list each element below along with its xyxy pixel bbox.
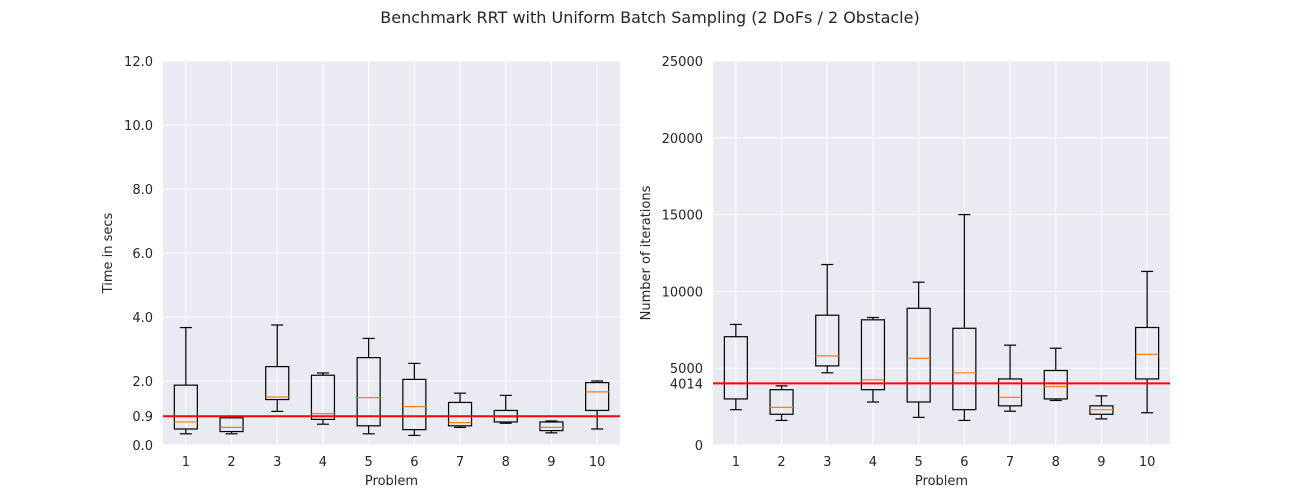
boxplot-problem-5 bbox=[906, 281, 931, 418]
iqr-box bbox=[997, 378, 1023, 407]
y-tick-label: 0 bbox=[695, 439, 703, 454]
boxplot-problem-7 bbox=[997, 344, 1023, 412]
x-tick-label: 4 bbox=[319, 455, 327, 470]
y-tick-label: 15000 bbox=[662, 209, 703, 224]
subplot-1: 0.0 2.0 4.0 6.0 8.0 10.0 12.0 0.9 1 2 3 4 5 6 7 8 9 10 Pro… bbox=[101, 55, 620, 489]
iqr-box bbox=[402, 378, 427, 431]
y-tick-label: 2.0 bbox=[132, 375, 153, 390]
x-tick-label: 8 bbox=[1052, 455, 1060, 470]
iqr-box bbox=[723, 336, 748, 400]
iqr-box bbox=[539, 421, 564, 432]
boxplot-problem-8 bbox=[1043, 347, 1068, 402]
boxplot-problem-6 bbox=[952, 214, 977, 422]
reference-line-label: 4014 bbox=[670, 377, 703, 392]
boxplot-problem-3 bbox=[265, 324, 290, 412]
boxplot-problem-9 bbox=[539, 420, 564, 434]
x-tick-label: 10 bbox=[589, 455, 606, 470]
x-tick-label: 2 bbox=[777, 455, 785, 470]
iqr-box bbox=[906, 307, 931, 403]
boxplot-problem-2 bbox=[769, 385, 794, 422]
y-tick-label: 5000 bbox=[670, 362, 703, 377]
y-tick-label: 6.0 bbox=[132, 247, 153, 262]
boxplot-problem-1 bbox=[173, 326, 198, 435]
boxplot-problem-3 bbox=[815, 263, 840, 374]
x-tick-label: 6 bbox=[960, 455, 968, 470]
iqr-box bbox=[173, 384, 198, 430]
y-tick-label: 12.0 bbox=[124, 55, 153, 70]
x-tick-label: 3 bbox=[273, 455, 281, 470]
iqr-box bbox=[219, 417, 244, 433]
y-tick-label: 10.0 bbox=[124, 119, 153, 134]
iqr-box bbox=[952, 327, 977, 411]
x-tick-label: 2 bbox=[227, 455, 235, 470]
y-tick-label: 20000 bbox=[662, 132, 703, 147]
iqr-box bbox=[310, 374, 336, 420]
y-axis-label: Number of iterations bbox=[639, 185, 654, 320]
x-tick-label: 9 bbox=[547, 455, 555, 470]
iqr-box bbox=[769, 389, 794, 415]
boxplot-problem-4 bbox=[860, 316, 886, 403]
reference-line-label: 0.9 bbox=[132, 410, 153, 425]
x-tick-label: 9 bbox=[1097, 455, 1105, 470]
y-tick-label: 10000 bbox=[662, 285, 703, 300]
x-tick-label: 6 bbox=[410, 455, 418, 470]
x-tick-label: 7 bbox=[456, 455, 464, 470]
boxplot-problem-10 bbox=[1135, 270, 1160, 414]
iqr-box bbox=[265, 366, 290, 401]
subplot-2: 0 5000 10000 15000 20000 25000 4014 1 2 3 4 5 6 7 8 9 10… bbox=[639, 55, 1170, 489]
plot-area bbox=[713, 61, 1170, 445]
y-axis-label: Time in secs bbox=[101, 212, 116, 294]
boxplot-problem-6 bbox=[402, 362, 427, 436]
x-tick-label: 1 bbox=[182, 455, 190, 470]
x-tick-label: 7 bbox=[1006, 455, 1014, 470]
boxplot-problem-4 bbox=[310, 372, 336, 425]
y-tick-label: 25000 bbox=[662, 55, 703, 70]
boxplot-problem-9 bbox=[1089, 395, 1114, 420]
iqr-box bbox=[356, 357, 381, 427]
x-tick-label: 5 bbox=[365, 455, 373, 470]
iqr-box bbox=[815, 314, 840, 367]
x-tick-label: 3 bbox=[823, 455, 831, 470]
figure-title: Benchmark RRT with Uniform Batch Samplin… bbox=[380, 8, 920, 27]
x-axis-label: Problem bbox=[915, 474, 968, 489]
iqr-box bbox=[1043, 369, 1068, 400]
x-tick-label: 4 bbox=[869, 455, 877, 470]
x-tick-label: 10 bbox=[1139, 455, 1156, 470]
x-tick-label: 5 bbox=[915, 455, 923, 470]
y-tick-label: 8.0 bbox=[132, 183, 153, 198]
y-tick-label: 4.0 bbox=[132, 311, 153, 326]
x-axis-label: Problem bbox=[365, 474, 418, 489]
iqr-box bbox=[585, 382, 610, 412]
iqr-box bbox=[447, 401, 473, 427]
iqr-box bbox=[1135, 326, 1160, 380]
y-tick-label: 0.0 bbox=[132, 439, 153, 454]
x-tick-label: 8 bbox=[502, 455, 510, 470]
boxplot-problem-10 bbox=[585, 380, 610, 430]
iqr-box bbox=[860, 319, 886, 391]
x-tick-label: 1 bbox=[732, 455, 740, 470]
boxplot-problem-5 bbox=[356, 337, 381, 435]
boxplot-problem-7 bbox=[447, 392, 473, 428]
